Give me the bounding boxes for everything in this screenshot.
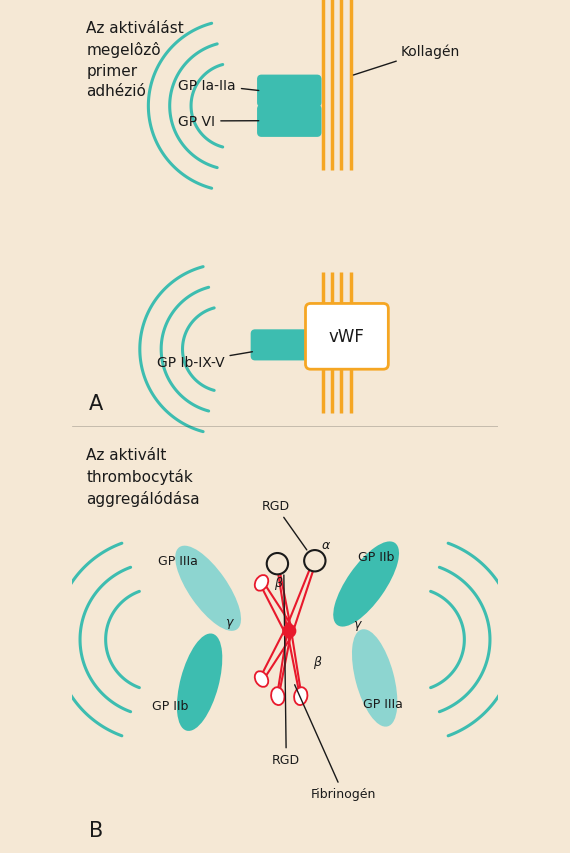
FancyBboxPatch shape — [306, 304, 388, 370]
Text: β: β — [313, 655, 321, 669]
Text: β: β — [274, 577, 282, 589]
FancyBboxPatch shape — [252, 331, 310, 360]
Text: A: A — [88, 394, 103, 414]
Text: GP VI: GP VI — [178, 115, 259, 129]
Ellipse shape — [294, 688, 307, 705]
Text: GP IIb: GP IIb — [357, 550, 394, 563]
FancyBboxPatch shape — [258, 107, 320, 136]
Text: GP IIIa: GP IIIa — [158, 554, 198, 567]
Text: α: α — [321, 538, 329, 551]
Text: Kollagén: Kollagén — [353, 44, 459, 76]
Text: B: B — [88, 821, 103, 840]
Circle shape — [304, 550, 325, 572]
Text: GP IIIa: GP IIIa — [363, 697, 402, 711]
Text: RGD: RGD — [262, 500, 307, 550]
Text: Az aktiválást
megelôzô
primer
adhézió: Az aktiválást megelôzô primer adhézió — [87, 21, 184, 99]
Text: Az aktivált
thrombocyták
aggregálódása: Az aktivált thrombocyták aggregálódása — [87, 448, 200, 507]
FancyBboxPatch shape — [258, 77, 320, 107]
Circle shape — [283, 624, 296, 637]
Ellipse shape — [255, 671, 268, 687]
Ellipse shape — [176, 547, 240, 630]
Ellipse shape — [334, 543, 398, 626]
Text: γ: γ — [353, 617, 361, 630]
Text: vWF: vWF — [329, 328, 365, 346]
Text: RGD: RGD — [272, 575, 300, 767]
Circle shape — [267, 554, 288, 575]
Ellipse shape — [178, 635, 221, 730]
Text: GP IIb: GP IIb — [152, 699, 188, 712]
Text: γ: γ — [225, 615, 233, 628]
Ellipse shape — [353, 630, 396, 726]
Text: GP Ib-IX-V: GP Ib-IX-V — [157, 352, 253, 370]
Ellipse shape — [308, 553, 321, 570]
Text: GP Ia-IIa: GP Ia-IIa — [178, 78, 259, 93]
Ellipse shape — [255, 576, 268, 591]
Ellipse shape — [271, 688, 284, 705]
Ellipse shape — [271, 555, 284, 573]
Text: Fibrinogén: Fibrinogén — [295, 685, 376, 801]
